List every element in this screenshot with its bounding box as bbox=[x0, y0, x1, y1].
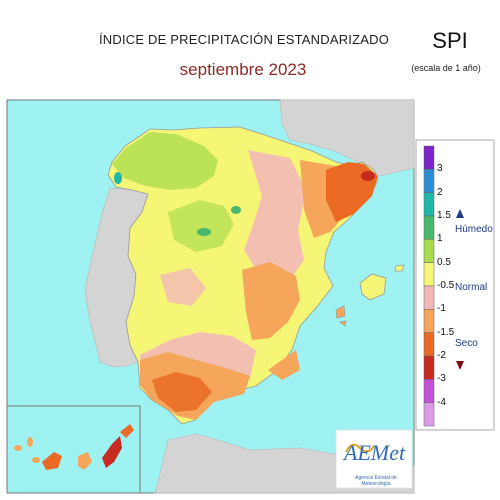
spi-dry-moderate-murcia bbox=[268, 350, 300, 380]
legend-tick-label: 0.5 bbox=[437, 256, 451, 268]
page-title: ÍNDICE DE PRECIPITACIÓN ESTANDARIZADO bbox=[98, 32, 390, 47]
legend-swatch bbox=[423, 285, 435, 310]
legend-swatch bbox=[423, 145, 435, 170]
scale-note: (escala de 1 año) bbox=[411, 63, 481, 73]
legend-class-humid: Húmedo bbox=[455, 224, 493, 235]
legend-tick-label: -4 bbox=[437, 396, 446, 408]
aemet-logo-text: AEMet bbox=[344, 440, 406, 465]
legend-tick-label: -1 bbox=[437, 303, 446, 315]
spi-dry-mild-southwest bbox=[160, 268, 206, 306]
aemet-logo-mark-icon bbox=[345, 443, 375, 453]
aemet-logo-caption: Agencia Estatal de Meteorología bbox=[355, 475, 397, 487]
formentera-island bbox=[339, 320, 347, 327]
legend-class-dry: Seco bbox=[455, 338, 478, 349]
spi-dry-mild-east-central bbox=[244, 150, 306, 280]
legend-tick-label: 1.5 bbox=[437, 210, 451, 221]
legend-swatch bbox=[423, 169, 435, 193]
legend-swatch bbox=[423, 215, 435, 240]
lanzarote-island bbox=[120, 424, 134, 438]
legend-tick-label: -3 bbox=[437, 373, 446, 385]
gran-canaria-island bbox=[78, 452, 92, 470]
legend-color-bar bbox=[423, 145, 435, 427]
dry-arrow-icon bbox=[456, 361, 464, 370]
spi-wet-spot-2 bbox=[231, 206, 241, 214]
legend-swatch bbox=[423, 239, 435, 263]
legend-tick-label: 3 bbox=[437, 163, 443, 175]
legend-tick-label: 1 bbox=[437, 233, 443, 245]
logo-box bbox=[335, 429, 413, 489]
humid-arrow-icon bbox=[456, 209, 464, 218]
legend-tick-label: -1.5 bbox=[437, 326, 455, 338]
mallorca-island bbox=[359, 273, 387, 301]
spi-normal-wet-northwest bbox=[112, 132, 218, 190]
spi-wet-spot-3 bbox=[114, 172, 122, 184]
spi-normal-wet-central bbox=[168, 200, 234, 252]
legend-tick-label: 2 bbox=[437, 186, 443, 198]
map-date-subtitle: septiembre 2023 bbox=[179, 60, 307, 79]
tenerife-island bbox=[42, 452, 62, 470]
legend-swatch bbox=[423, 309, 435, 333]
legend-tick-label: -0.5 bbox=[437, 280, 455, 291]
spi-extreme-dry-spot bbox=[361, 171, 375, 181]
el-hierro-island bbox=[14, 445, 22, 451]
spi-dry-moderate-southeast bbox=[242, 262, 300, 340]
la-palma-island bbox=[27, 437, 33, 447]
legend-swatch bbox=[423, 402, 435, 427]
legend-swatch bbox=[423, 355, 435, 380]
index-name-label: SPI bbox=[432, 28, 468, 53]
spi-very-dry-andalusia bbox=[152, 372, 212, 412]
legend-swatch bbox=[423, 192, 435, 217]
legend-swatch bbox=[423, 332, 435, 357]
ibiza-island bbox=[335, 305, 346, 319]
legend-swatch bbox=[423, 262, 435, 287]
menorca-island bbox=[394, 264, 405, 272]
legend-swatch bbox=[423, 379, 435, 403]
fuerteventura-island bbox=[102, 436, 122, 468]
la-gomera-island bbox=[32, 457, 40, 463]
legend-tick-label: -2 bbox=[437, 350, 446, 361]
legend-class-normal: Normal bbox=[455, 282, 488, 293]
spi-wet-spot-1 bbox=[197, 228, 211, 236]
